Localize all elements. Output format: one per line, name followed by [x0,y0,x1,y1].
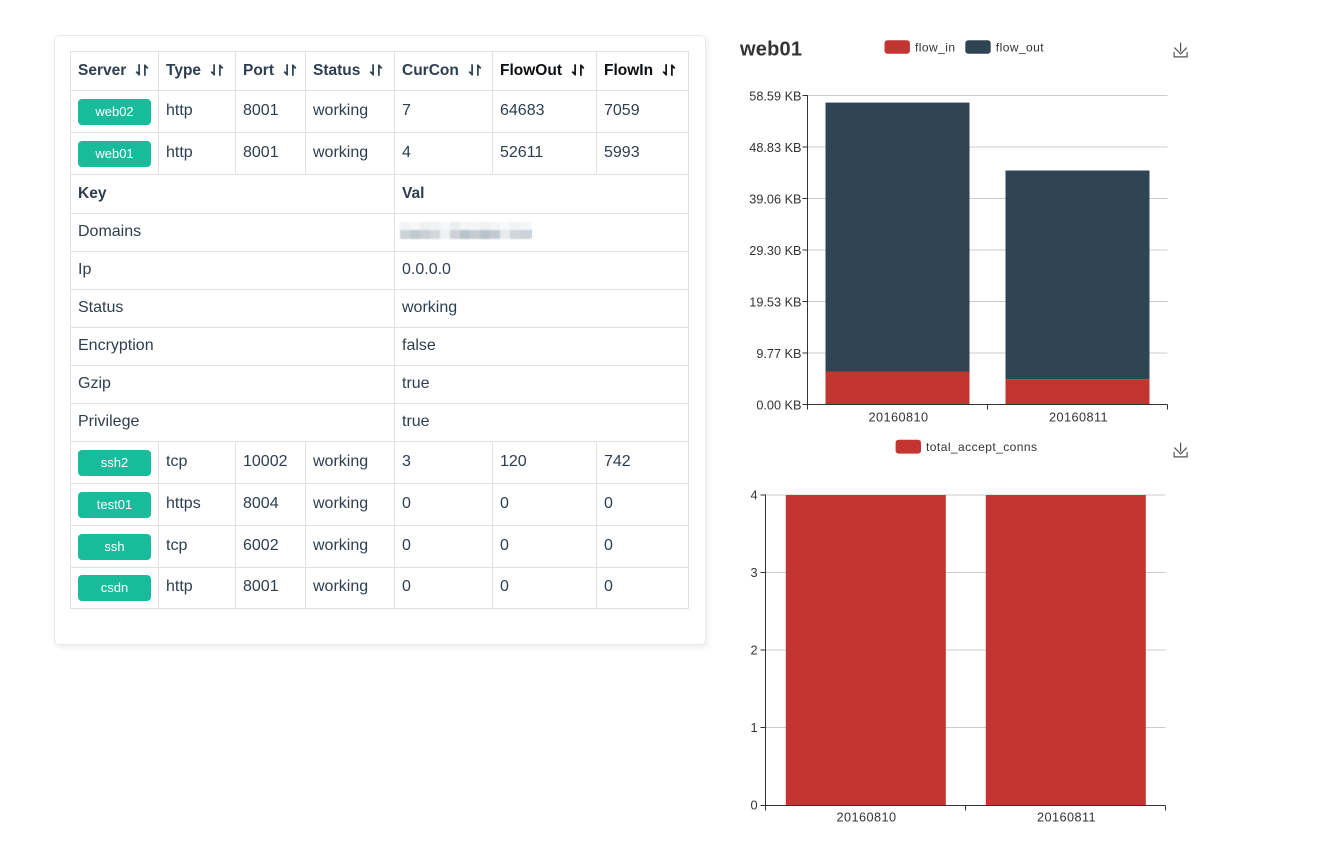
svg-text:1: 1 [750,721,757,735]
svg-text:29.30 KB: 29.30 KB [749,244,801,258]
svg-text:48.83 KB: 48.83 KB [749,141,801,155]
svg-text:total_accept_conns: total_accept_conns [926,440,1038,454]
svg-text:3: 3 [750,566,757,580]
svg-text:20160811: 20160811 [1049,410,1108,424]
svg-text:0: 0 [750,799,757,813]
svg-text:20160810: 20160810 [836,810,896,824]
svg-text:web01: web01 [739,39,802,61]
svg-text:4: 4 [750,489,757,503]
svg-text:58.59 KB: 58.59 KB [749,89,801,103]
svg-text:39.06 KB: 39.06 KB [749,192,801,206]
svg-text:20160811: 20160811 [1037,810,1096,824]
svg-text:9.77 KB: 9.77 KB [756,347,801,361]
svg-text:flow_in: flow_in [915,40,956,54]
svg-text:19.53 KB: 19.53 KB [749,295,801,309]
svg-text:flow_out: flow_out [996,40,1045,54]
svg-text:20160810: 20160810 [868,410,928,424]
svg-text:0.00 KB: 0.00 KB [756,398,801,412]
svg-text:2: 2 [750,644,757,658]
